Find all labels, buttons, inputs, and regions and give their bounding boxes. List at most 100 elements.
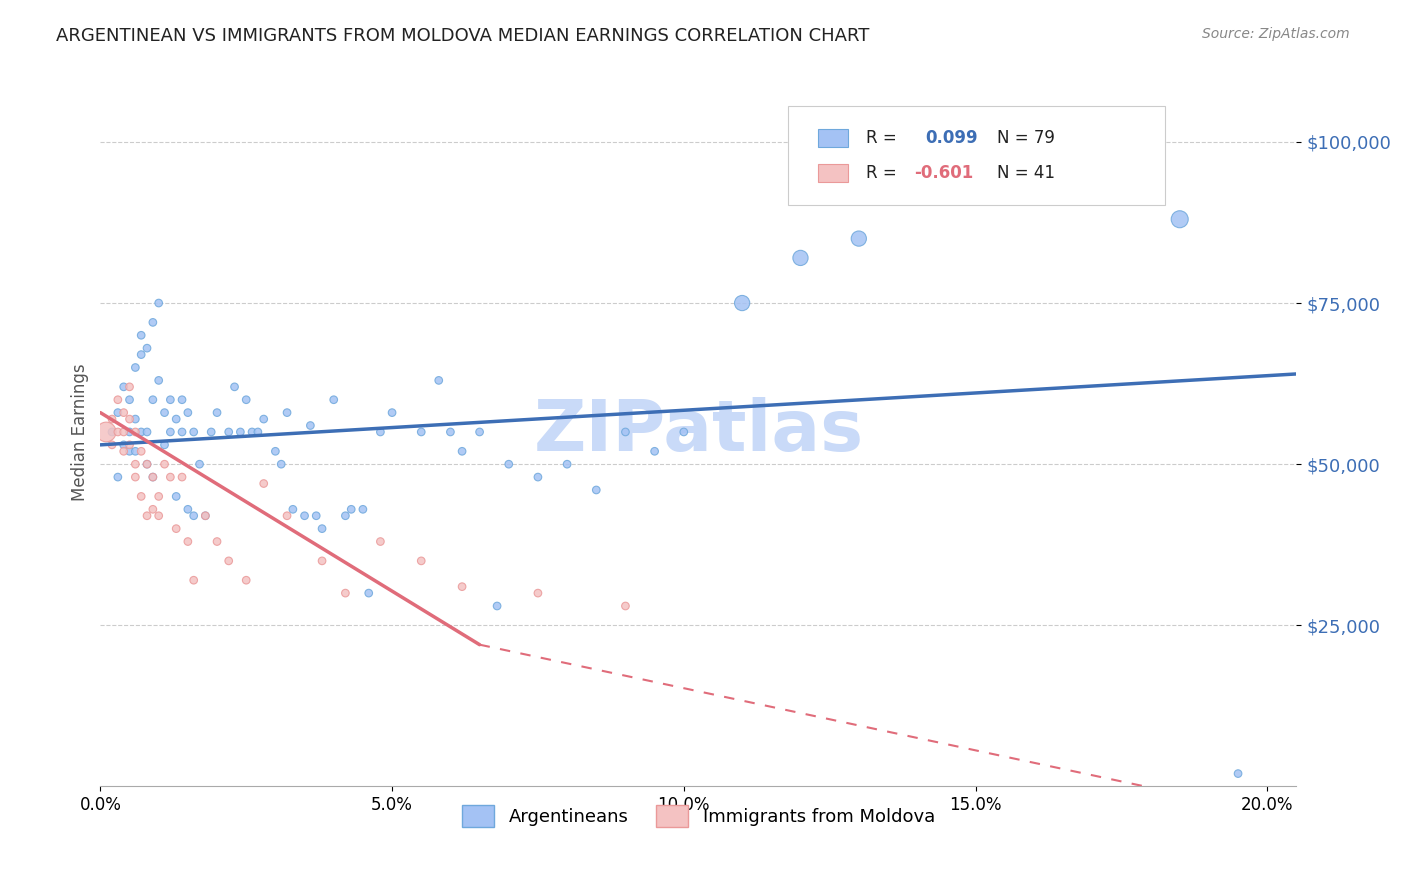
Point — [112, 406, 135, 420]
Point — [142, 392, 165, 407]
Point — [96, 425, 118, 439]
Point — [218, 554, 240, 568]
Point — [112, 438, 135, 452]
Legend: Argentineans, Immigrants from Moldova: Argentineans, Immigrants from Moldova — [454, 797, 942, 834]
Point — [170, 470, 193, 484]
Point — [118, 412, 141, 426]
Text: 0.099: 0.099 — [925, 128, 979, 146]
Point — [994, 167, 1017, 181]
Point — [194, 508, 217, 523]
Point — [235, 573, 257, 587]
Point — [370, 425, 392, 439]
Point — [322, 392, 344, 407]
Point — [299, 418, 322, 433]
Point — [311, 554, 333, 568]
Point — [451, 580, 474, 594]
Point — [153, 457, 176, 471]
Point — [177, 406, 200, 420]
Point — [294, 508, 316, 523]
Point — [142, 470, 165, 484]
Point — [107, 425, 129, 439]
Point — [129, 444, 152, 458]
Point — [129, 348, 152, 362]
Point — [177, 534, 200, 549]
Point — [451, 444, 474, 458]
Point — [112, 444, 135, 458]
Point — [129, 328, 152, 343]
Point — [124, 457, 146, 471]
Point — [159, 392, 181, 407]
Point — [153, 438, 176, 452]
Point — [124, 444, 146, 458]
Text: N = 79: N = 79 — [997, 128, 1056, 146]
Point — [240, 425, 263, 439]
Point — [101, 412, 124, 426]
Point — [235, 392, 257, 407]
Point — [194, 508, 217, 523]
Point — [188, 457, 211, 471]
Point — [118, 392, 141, 407]
Point — [246, 425, 269, 439]
Point — [142, 470, 165, 484]
Point — [281, 502, 304, 516]
Point — [165, 412, 187, 426]
Point — [148, 296, 170, 310]
Point — [224, 380, 246, 394]
Point — [229, 425, 252, 439]
Point — [585, 483, 607, 497]
Text: -0.601: -0.601 — [914, 164, 973, 182]
Point — [159, 425, 181, 439]
FancyBboxPatch shape — [818, 164, 848, 182]
Point — [305, 508, 328, 523]
Point — [205, 534, 228, 549]
Point — [101, 425, 124, 439]
Point — [101, 438, 124, 452]
Point — [136, 457, 159, 471]
Point — [614, 599, 637, 613]
Point — [264, 444, 287, 458]
Point — [107, 392, 129, 407]
Point — [183, 425, 205, 439]
Point — [614, 425, 637, 439]
Point — [276, 508, 298, 523]
Point — [165, 522, 187, 536]
Text: ARGENTINEAN VS IMMIGRANTS FROM MOLDOVA MEDIAN EARNINGS CORRELATION CHART: ARGENTINEAN VS IMMIGRANTS FROM MOLDOVA M… — [56, 27, 870, 45]
Point — [644, 444, 666, 458]
Point — [527, 586, 550, 600]
Point — [136, 457, 159, 471]
Point — [1168, 212, 1191, 227]
Point — [148, 508, 170, 523]
Point — [411, 554, 433, 568]
Point — [731, 296, 754, 310]
FancyBboxPatch shape — [818, 128, 848, 146]
Point — [142, 502, 165, 516]
Point — [148, 490, 170, 504]
Point — [370, 534, 392, 549]
Text: R =: R = — [866, 164, 901, 182]
Point — [335, 508, 357, 523]
Point — [200, 425, 222, 439]
Point — [142, 315, 165, 329]
Point — [672, 425, 695, 439]
Point — [118, 425, 141, 439]
Y-axis label: Median Earnings: Median Earnings — [72, 363, 89, 500]
Point — [218, 425, 240, 439]
Point — [357, 586, 380, 600]
Point — [1227, 766, 1250, 780]
Point — [112, 425, 135, 439]
Point — [498, 457, 520, 471]
Point — [270, 457, 292, 471]
Point — [276, 406, 298, 420]
Point — [129, 425, 152, 439]
Point — [183, 508, 205, 523]
Point — [124, 425, 146, 439]
Point — [205, 406, 228, 420]
Point — [124, 360, 146, 375]
Point — [555, 457, 578, 471]
Point — [411, 425, 433, 439]
Point — [165, 490, 187, 504]
Point — [381, 406, 404, 420]
Point — [170, 392, 193, 407]
Point — [118, 444, 141, 458]
Point — [439, 425, 461, 439]
